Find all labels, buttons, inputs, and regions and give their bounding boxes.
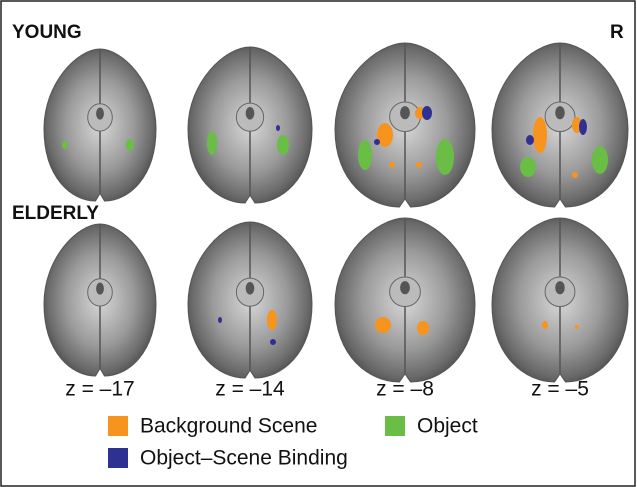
activation-blob: [126, 139, 134, 151]
activation-blob: [207, 131, 217, 155]
activation-blob: [520, 157, 536, 177]
activation-blob: [542, 321, 548, 329]
ventricle: [96, 108, 104, 120]
slice-label: z = –8: [376, 378, 434, 401]
legend-label: Object: [417, 415, 478, 438]
orientation-label: R: [610, 22, 624, 43]
ventricle: [246, 282, 255, 294]
ventricle: [400, 281, 410, 294]
ventricle: [246, 107, 255, 119]
slice-label: z = –14: [215, 378, 285, 401]
ventricle: [400, 106, 410, 119]
activation-blob: [270, 339, 276, 345]
legend-swatch: [108, 448, 128, 468]
activation-blob: [62, 141, 68, 149]
ventricle: [555, 106, 565, 119]
legend-swatch: [385, 416, 405, 436]
activation-blob: [374, 139, 380, 145]
activation-blob: [526, 135, 534, 145]
slice-label: z = –17: [65, 378, 134, 401]
group-label: YOUNG: [12, 22, 82, 43]
legend-swatch: [108, 416, 128, 436]
ventricle: [555, 281, 565, 294]
activation-blob: [267, 310, 277, 330]
activation-blob: [218, 317, 222, 323]
activation-blob: [375, 317, 391, 333]
activation-blob: [358, 140, 372, 170]
activation-blob: [579, 119, 587, 135]
activation-blob: [389, 162, 395, 168]
activation-blob: [436, 139, 454, 175]
ventricle: [96, 283, 104, 295]
figure: YOUNG ELDERLY R z = –17 z = –14 z = –8 z = …: [0, 0, 637, 487]
legend-label: Object–Scene Binding: [140, 447, 348, 470]
activation-blob: [572, 172, 578, 178]
activation-blob: [592, 146, 608, 174]
slice-label: z = –5: [531, 378, 589, 401]
activation-blob: [276, 125, 280, 131]
activation-blob: [277, 135, 289, 155]
activation-blob: [422, 106, 432, 120]
activation-blob: [533, 117, 547, 153]
group-label: ELDERLY: [12, 203, 99, 224]
legend-label: Background Scene: [140, 415, 317, 438]
activation-blob: [416, 162, 422, 168]
activation-blob: [417, 321, 429, 335]
brain-slices: [44, 43, 628, 382]
activation-blob: [575, 325, 579, 329]
